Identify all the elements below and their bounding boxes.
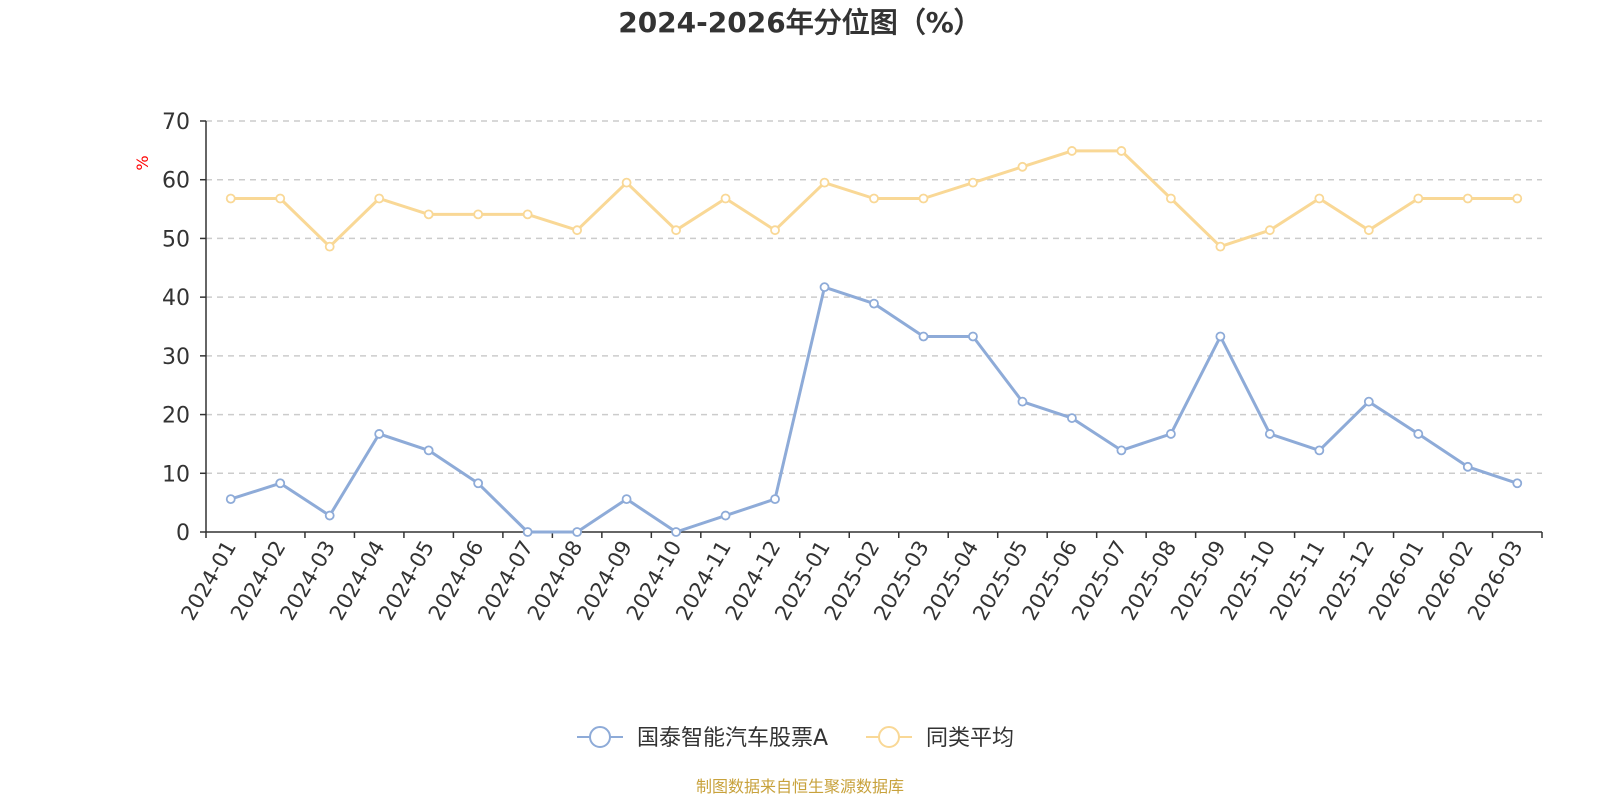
data-point	[1017, 161, 1028, 172]
data-point	[720, 510, 731, 521]
legend-label: 国泰智能汽车股票A	[637, 726, 828, 751]
legend-item-1[interactable]: 同类平均	[866, 726, 1014, 751]
data-point	[522, 527, 533, 537]
y-tick-label: 60	[162, 169, 190, 194]
data-point	[1462, 193, 1473, 204]
data-point	[918, 331, 929, 342]
data-point	[621, 177, 632, 188]
data-point	[1363, 396, 1374, 407]
axes	[200, 120, 1543, 538]
y-tick-label: 10	[162, 462, 190, 487]
data-point	[968, 177, 978, 188]
legend-marker	[589, 726, 611, 748]
data-point	[1264, 429, 1275, 439]
data-point	[1512, 193, 1523, 204]
y-tick-label: 30	[162, 345, 190, 370]
data-point	[1116, 445, 1127, 456]
data-point	[1363, 225, 1374, 236]
x-tick-labels: 2024-012024-022024-032024-042024-052024-…	[176, 536, 1527, 624]
data-point	[1314, 193, 1325, 204]
data-point	[1067, 413, 1077, 423]
source-note: 制图数据来自恒生聚源数据库	[696, 777, 904, 796]
y-tick-label: 70	[162, 110, 190, 135]
data-point	[918, 193, 929, 204]
data-point	[1165, 193, 1176, 204]
data-point	[572, 527, 583, 537]
data-point	[968, 331, 978, 342]
data-point	[473, 478, 484, 489]
data-point	[1314, 445, 1325, 456]
data-point	[324, 241, 335, 252]
y-tick-labels: 0 10 20 30 40 50 60 70	[162, 110, 190, 546]
legend-item-0[interactable]: 国泰智能汽车股票A	[577, 726, 828, 751]
data-point	[770, 225, 780, 236]
grid-lines	[206, 120, 1542, 475]
data-point	[423, 209, 434, 220]
data-point	[1215, 331, 1226, 342]
data-point	[374, 429, 385, 439]
data-point	[1462, 461, 1473, 472]
data-point	[275, 193, 286, 204]
y-tick-label: 20	[162, 404, 190, 429]
data-point	[671, 225, 681, 236]
legend-label: 同类平均	[926, 726, 1014, 751]
data-point	[1165, 429, 1176, 439]
series-line-0	[230, 285, 1518, 534]
data-point	[1215, 241, 1226, 252]
series-lines	[225, 146, 1523, 537]
data-point	[819, 177, 830, 188]
data-point	[572, 225, 583, 236]
y-tick-label: 40	[162, 286, 190, 311]
data-point	[225, 193, 236, 204]
data-point	[621, 494, 632, 505]
chart-title: 2024-2026年分位图（%）	[618, 6, 982, 39]
data-point	[1512, 478, 1523, 489]
data-point	[423, 445, 434, 456]
data-point	[473, 209, 484, 220]
data-point	[770, 494, 780, 505]
data-point	[1067, 146, 1077, 156]
data-point	[374, 193, 385, 204]
data-point	[1017, 396, 1028, 407]
y-tick-label: 50	[162, 227, 190, 252]
data-point	[720, 193, 731, 204]
data-point	[275, 478, 286, 489]
data-point	[1413, 193, 1424, 204]
legend[interactable]: 国泰智能汽车股票A 同类平均	[577, 726, 1014, 751]
data-point	[869, 298, 879, 309]
data-point	[869, 193, 879, 204]
legend-marker	[878, 726, 900, 748]
data-point	[1264, 225, 1275, 236]
data-point	[1413, 429, 1424, 439]
y-axis-label: %	[133, 155, 152, 170]
data-point	[324, 510, 335, 521]
data-point	[671, 527, 681, 537]
y-tick-label: 0	[176, 521, 190, 546]
data-point	[225, 494, 236, 505]
data-point	[1116, 146, 1127, 156]
data-point	[819, 282, 830, 293]
data-point	[522, 209, 533, 220]
